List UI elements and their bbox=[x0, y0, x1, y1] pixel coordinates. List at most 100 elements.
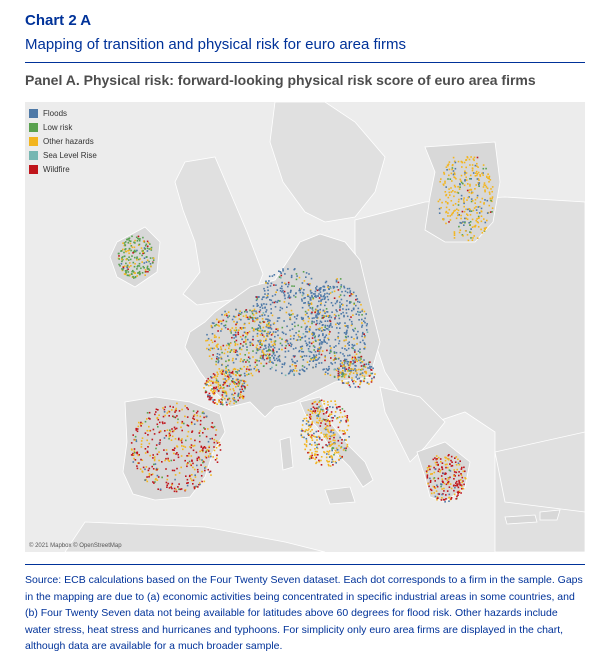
firm-dot bbox=[356, 374, 358, 376]
firm-dot bbox=[232, 361, 235, 364]
firm-dot bbox=[210, 426, 213, 428]
firm-dot bbox=[248, 316, 251, 319]
firm-dot bbox=[449, 470, 452, 472]
firm-dot bbox=[341, 408, 344, 410]
firm-dot bbox=[315, 461, 318, 464]
firm-dot bbox=[210, 324, 213, 327]
firm-dot bbox=[365, 363, 368, 365]
firm-dot bbox=[184, 405, 186, 407]
firm-dot bbox=[325, 308, 328, 310]
firm-dot bbox=[153, 456, 156, 458]
firm-dot bbox=[256, 329, 259, 332]
firm-dot bbox=[330, 400, 332, 402]
map-frame[interactable]: Floods Low risk Other hazards Sea Level Ris… bbox=[25, 102, 585, 552]
firm-dot bbox=[327, 286, 329, 289]
firm-dot bbox=[345, 333, 347, 336]
firm-dot bbox=[438, 468, 440, 471]
firm-dot bbox=[177, 456, 180, 459]
firm-dot bbox=[349, 370, 352, 372]
firm-dot bbox=[355, 358, 357, 361]
firm-dot bbox=[142, 240, 145, 243]
firm-dot bbox=[212, 426, 214, 429]
firm-dot bbox=[345, 368, 348, 370]
firm-dot bbox=[211, 341, 214, 344]
firm-dot bbox=[132, 275, 134, 278]
firm-dot bbox=[221, 396, 224, 398]
firm-dot bbox=[246, 346, 248, 348]
firm-dot bbox=[263, 314, 266, 316]
firm-dot bbox=[133, 457, 135, 460]
firm-dot bbox=[458, 231, 461, 234]
firm-dot bbox=[128, 249, 130, 252]
firm-dot bbox=[270, 312, 272, 314]
firm-dot bbox=[325, 426, 327, 429]
firm-dot bbox=[335, 323, 337, 326]
firm-dot bbox=[324, 281, 327, 284]
firm-dot bbox=[320, 456, 323, 458]
firm-dot bbox=[205, 451, 207, 454]
firm-dot bbox=[347, 424, 350, 427]
land-italy bbox=[299, 396, 374, 488]
firm-dot bbox=[174, 428, 177, 430]
firm-dot bbox=[458, 225, 460, 228]
firm-dot bbox=[487, 177, 489, 179]
europe-map[interactable] bbox=[25, 102, 585, 552]
firm-dot bbox=[318, 313, 321, 315]
firm-dot bbox=[278, 270, 280, 272]
firm-dot bbox=[303, 430, 306, 433]
firm-dot bbox=[172, 406, 174, 408]
firm-dot bbox=[355, 333, 358, 336]
firm-dot bbox=[300, 433, 303, 436]
legend-label: Wildfire bbox=[43, 164, 70, 174]
firm-dot bbox=[282, 289, 284, 292]
land-sicily bbox=[324, 486, 356, 505]
firm-dot bbox=[123, 251, 125, 254]
firm-dot bbox=[193, 414, 196, 416]
firm-dot bbox=[322, 413, 325, 415]
firm-dot bbox=[244, 336, 247, 338]
firm-dot bbox=[355, 304, 357, 307]
firm-dot bbox=[323, 400, 325, 402]
firm-dot bbox=[337, 368, 340, 371]
firm-dot bbox=[316, 439, 318, 441]
firm-dot bbox=[126, 265, 128, 268]
firm-dot bbox=[210, 347, 212, 349]
firm-dot bbox=[227, 342, 229, 345]
firm-dot bbox=[133, 272, 136, 274]
firm-dot bbox=[158, 459, 160, 462]
firm-dot bbox=[235, 371, 237, 373]
firm-dot bbox=[292, 355, 295, 357]
firm-dot bbox=[346, 291, 349, 294]
firm-dot bbox=[206, 333, 208, 336]
firm-dot bbox=[460, 473, 462, 475]
firm-dot bbox=[434, 468, 437, 471]
firm-dot bbox=[344, 367, 346, 369]
firm-dot bbox=[328, 460, 331, 463]
firm-dot bbox=[259, 343, 261, 345]
firm-dot bbox=[136, 268, 138, 270]
firm-dot bbox=[262, 326, 265, 329]
firm-dot bbox=[359, 311, 362, 313]
firm-dot bbox=[340, 286, 342, 288]
firm-dot bbox=[334, 452, 336, 454]
firm-dot bbox=[341, 455, 343, 458]
land-great-britain bbox=[174, 156, 264, 306]
firm-dot bbox=[358, 386, 361, 389]
firm-dot bbox=[476, 196, 479, 199]
firm-dot bbox=[437, 493, 440, 495]
firm-dot bbox=[327, 461, 329, 463]
firm-dot bbox=[217, 361, 220, 364]
firm-dot bbox=[326, 295, 329, 298]
firm-dot bbox=[222, 391, 225, 394]
firm-dot bbox=[199, 430, 201, 432]
firm-dot bbox=[220, 322, 223, 325]
firm-dot bbox=[344, 370, 346, 372]
firm-dot bbox=[314, 444, 317, 446]
firm-dot bbox=[205, 435, 208, 438]
firm-dot bbox=[352, 347, 354, 350]
firm-dot bbox=[191, 479, 193, 482]
firm-dot bbox=[124, 241, 127, 243]
firm-dot bbox=[324, 296, 326, 298]
firm-dot bbox=[440, 460, 442, 463]
firm-dot bbox=[210, 380, 212, 382]
